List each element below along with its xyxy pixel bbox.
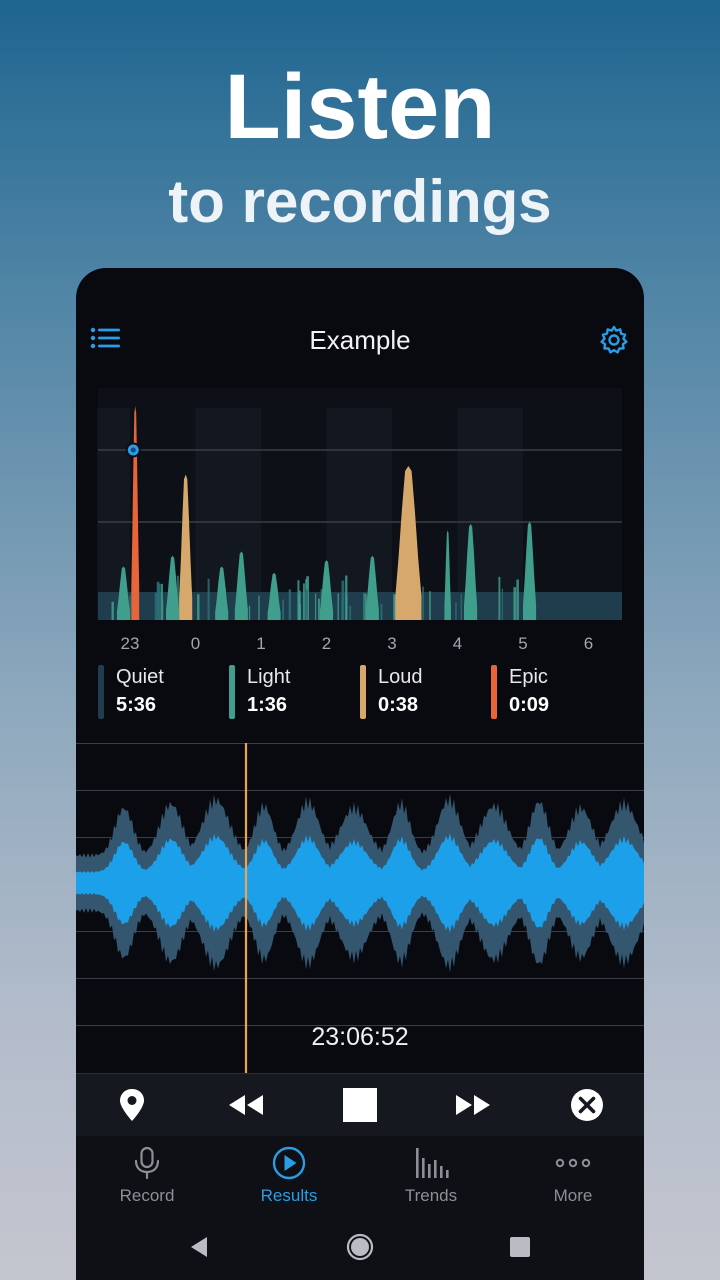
chart-x-tick-label: 4 <box>453 634 462 653</box>
promo-subline: to recordings <box>168 168 552 235</box>
back-icon[interactable] <box>185 1232 215 1262</box>
legend: Quiet 5:36 Light 1:36 Loud 0:38 Epic 0:09 <box>76 663 644 723</box>
legend-item-light: Light 1:36 <box>229 663 349 719</box>
tab-trends[interactable]: Trends <box>360 1136 502 1214</box>
home-icon[interactable] <box>345 1232 375 1262</box>
tab-more[interactable]: More <box>502 1136 644 1214</box>
chart-light-peak-0 <box>116 566 130 620</box>
playback-time: 23:06:52 <box>311 1023 409 1051</box>
legend-color-swatch <box>360 665 366 719</box>
chart-light-peak-5 <box>319 560 334 620</box>
phone-screen: Example 23 0 1 2 3 4 5 6 Quiet 5:36 Light 1:36 Loud… <box>76 268 644 1280</box>
tab-record-label: Record <box>119 1186 175 1205</box>
chart-light-peak-8 <box>464 523 478 620</box>
legend-value: 0:38 <box>378 694 419 716</box>
chart-playhead-marker-dot <box>130 447 136 453</box>
chart-light-peak-2 <box>215 566 229 620</box>
chart-x-tick-label: 5 <box>518 634 527 653</box>
legend-item-loud: Loud 0:38 <box>360 663 480 719</box>
legend-label: Light <box>247 666 291 688</box>
chart-light-peak-7 <box>444 530 451 620</box>
chart-light-peak-3 <box>234 551 248 620</box>
waveform-signal <box>76 833 644 933</box>
legend-color-swatch <box>98 665 104 719</box>
promo-headline: Listen <box>224 56 496 158</box>
app-top-bar: Example <box>76 308 644 372</box>
chart-light-peak-6 <box>365 555 379 620</box>
legend-color-swatch <box>491 665 497 719</box>
chart-light-peak-4 <box>267 572 281 620</box>
chart-loud-peak-1 <box>395 466 422 620</box>
legend-label: Loud <box>378 666 423 688</box>
more-dots-icon <box>555 1146 591 1180</box>
legend-item-epic: Epic 0:09 <box>491 663 611 719</box>
legend-color-swatch <box>229 665 235 719</box>
legend-value: 0:09 <box>509 694 550 716</box>
tab-results-label: Results <box>260 1186 318 1205</box>
tab-record[interactable]: Record <box>76 1136 218 1214</box>
location-pin-icon[interactable] <box>112 1085 152 1125</box>
chart-epic-peak-0 <box>131 406 140 620</box>
chart-x-tick-label: 0 <box>191 634 200 653</box>
chart-light-peak-1 <box>166 555 180 620</box>
chart-x-tick-label: 2 <box>322 634 331 653</box>
gear-icon[interactable] <box>598 324 630 356</box>
playback-controls <box>76 1073 644 1137</box>
waveform-area[interactable] <box>76 743 644 1073</box>
chart-x-tick-label: 1 <box>256 634 265 653</box>
chart-x-tick-label: 6 <box>584 634 593 653</box>
microphone-icon <box>129 1146 165 1180</box>
legend-item-quiet: Quiet 5:36 <box>98 663 218 719</box>
legend-value: 5:36 <box>116 694 157 716</box>
tab-more-label: More <box>553 1186 593 1205</box>
app-title: Example <box>309 325 411 355</box>
chart-light-peak-9 <box>523 521 537 620</box>
list-menu-icon[interactable] <box>90 326 122 354</box>
bottom-tab-bar: Record Results <box>76 1136 644 1214</box>
legend-label: Epic <box>509 666 548 688</box>
stop-icon[interactable] <box>340 1085 380 1125</box>
system-nav-bar <box>76 1214 644 1280</box>
chart-loud-peak-0 <box>179 474 193 620</box>
tab-trends-label: Trends <box>404 1186 458 1205</box>
tab-results[interactable]: Results <box>218 1136 360 1214</box>
chart-x-tick-label: 23 <box>121 634 140 653</box>
close-circle-icon[interactable] <box>567 1085 607 1125</box>
fast-forward-icon[interactable] <box>453 1085 493 1125</box>
chart-x-tick-label: 3 <box>387 634 396 653</box>
sound-level-chart[interactable]: 23 0 1 2 3 4 5 6 <box>76 378 644 658</box>
recents-icon[interactable] <box>505 1232 535 1262</box>
legend-label: Quiet <box>116 666 164 688</box>
play-circle-icon <box>271 1146 307 1180</box>
rewind-icon[interactable] <box>226 1085 266 1125</box>
bar-chart-icon <box>413 1146 449 1180</box>
legend-value: 1:36 <box>247 694 288 716</box>
